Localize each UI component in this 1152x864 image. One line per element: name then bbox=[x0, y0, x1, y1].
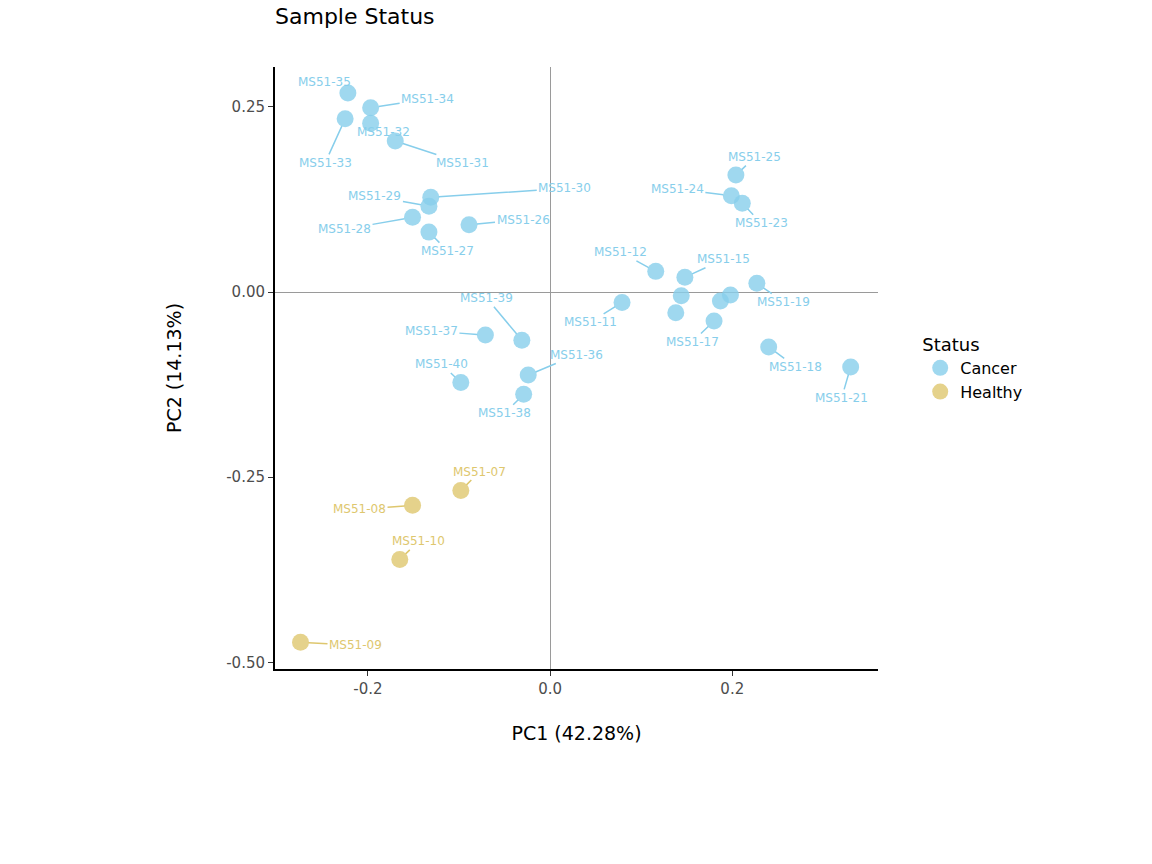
svg-text:MS51-37: MS51-37 bbox=[405, 324, 458, 338]
svg-text:Cancer: Cancer bbox=[960, 359, 1017, 378]
svg-text:MS51-28: MS51-28 bbox=[318, 222, 371, 236]
svg-text:0.0: 0.0 bbox=[538, 680, 562, 698]
svg-text:MS51-15: MS51-15 bbox=[697, 252, 750, 266]
svg-text:PC2 (14.13%): PC2 (14.13%) bbox=[163, 303, 185, 433]
svg-text:MS51-39: MS51-39 bbox=[460, 291, 513, 305]
svg-text:MS51-23: MS51-23 bbox=[735, 216, 788, 230]
svg-text:0.00: 0.00 bbox=[232, 283, 265, 301]
svg-text:0.2: 0.2 bbox=[720, 680, 744, 698]
svg-text:MS51-08: MS51-08 bbox=[333, 502, 386, 516]
svg-text:MS51-18: MS51-18 bbox=[769, 360, 822, 374]
svg-text:MS51-29: MS51-29 bbox=[348, 189, 401, 203]
svg-text:MS51-17: MS51-17 bbox=[666, 335, 719, 349]
svg-text:-0.25: -0.25 bbox=[226, 468, 265, 486]
svg-text:MS51-35: MS51-35 bbox=[298, 75, 351, 89]
svg-text:0.25: 0.25 bbox=[232, 98, 265, 116]
svg-text:-0.50: -0.50 bbox=[226, 654, 265, 672]
svg-text:MS51-19: MS51-19 bbox=[757, 295, 810, 309]
svg-text:MS51-40: MS51-40 bbox=[415, 357, 468, 371]
svg-text:MS51-33: MS51-33 bbox=[299, 156, 352, 170]
svg-text:MS51-24: MS51-24 bbox=[651, 182, 704, 196]
svg-text:MS51-09: MS51-09 bbox=[329, 638, 382, 652]
svg-text:MS51-07: MS51-07 bbox=[453, 465, 506, 479]
svg-text:MS51-31: MS51-31 bbox=[436, 156, 489, 170]
svg-text:MS51-32: MS51-32 bbox=[357, 125, 410, 139]
svg-text:Sample Status: Sample Status bbox=[275, 4, 435, 29]
svg-text:MS51-21: MS51-21 bbox=[815, 391, 868, 405]
svg-text:PC1 (42.28%): PC1 (42.28%) bbox=[511, 722, 641, 744]
svg-text:MS51-10: MS51-10 bbox=[392, 534, 445, 548]
svg-text:-0.2: -0.2 bbox=[353, 680, 382, 698]
svg-text:MS51-38: MS51-38 bbox=[478, 406, 531, 420]
svg-text:Status: Status bbox=[922, 334, 979, 355]
svg-text:MS51-26: MS51-26 bbox=[497, 213, 550, 227]
svg-text:MS51-34: MS51-34 bbox=[401, 92, 454, 106]
svg-text:MS51-11: MS51-11 bbox=[564, 315, 617, 329]
svg-text:MS51-25: MS51-25 bbox=[728, 150, 781, 164]
svg-text:MS51-12: MS51-12 bbox=[594, 245, 647, 259]
svg-text:MS51-30: MS51-30 bbox=[538, 181, 591, 195]
svg-text:MS51-36: MS51-36 bbox=[550, 348, 603, 362]
svg-text:MS51-27: MS51-27 bbox=[421, 244, 474, 258]
svg-text:Healthy: Healthy bbox=[960, 383, 1022, 402]
